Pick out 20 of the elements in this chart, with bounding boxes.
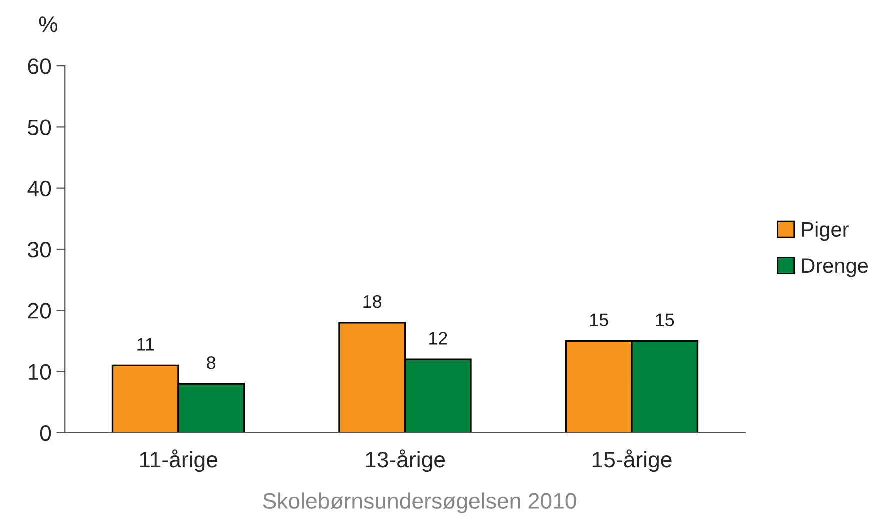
x-tick-label: 15-årige <box>592 450 672 472</box>
y-tick-label: 60 <box>28 58 52 74</box>
data-label: 15 <box>590 314 608 327</box>
text: Skolebørnsundersøgelsen 2010 <box>263 492 576 514</box>
data-label: 8 <box>207 356 216 370</box>
y-tick-label: 30 <box>28 242 52 258</box>
y-tick-label: 0 <box>40 425 52 442</box>
data-label: 11 <box>138 338 154 351</box>
x-tick-label: 13-årige <box>366 450 446 472</box>
legend-label: Piger <box>802 222 849 242</box>
y-tick-label: 50 <box>28 120 52 136</box>
y-tick-label: 10 <box>28 364 52 380</box>
data-label: 15 <box>656 314 674 327</box>
y-tick-label: 40 <box>28 180 52 197</box>
data-label: 12 <box>429 332 448 345</box>
y-tick-label: 20 <box>28 303 52 319</box>
data-label: 18 <box>364 295 382 308</box>
x-tick-label: 11-årige <box>140 450 218 472</box>
y-axis-title: % <box>39 16 58 32</box>
legend-label: Drenge <box>802 258 868 278</box>
